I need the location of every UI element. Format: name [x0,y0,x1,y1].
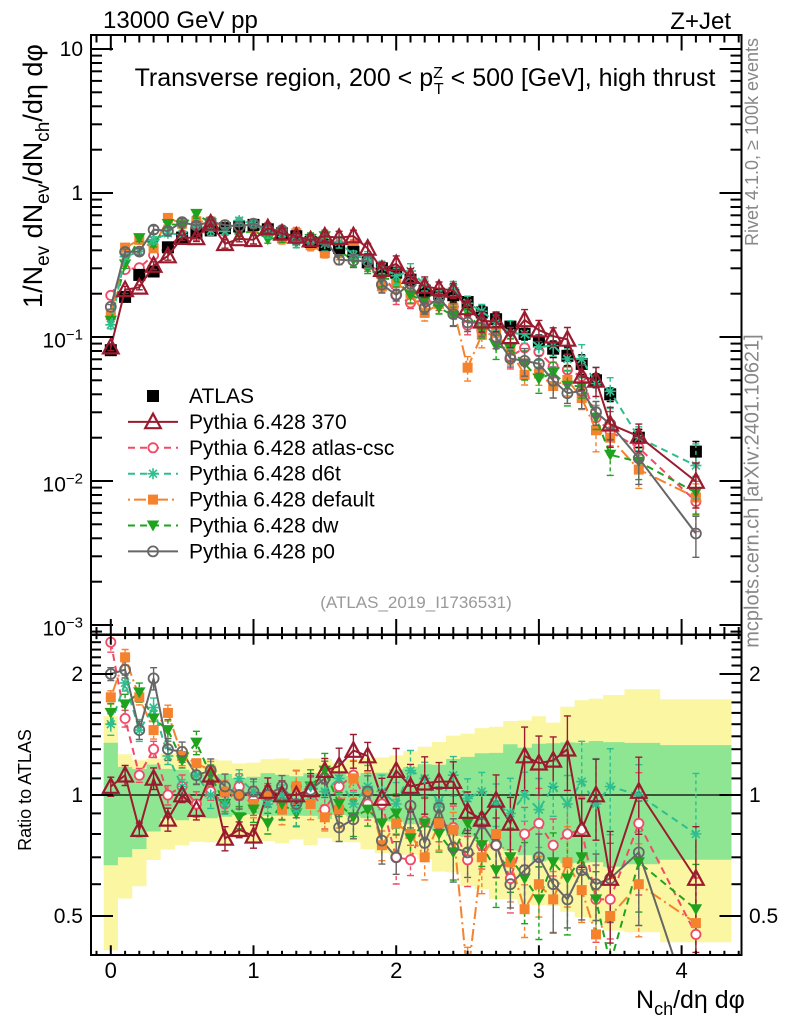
svg-text:2: 2 [71,663,83,686]
svg-text:Pythia 6.428 default: Pythia 6.428 default [189,489,375,512]
svg-text:1: 1 [749,784,761,807]
svg-text:Rivet 4.1.0, ≥ 100k events: Rivet 4.1.0, ≥ 100k events [742,38,762,246]
svg-text:(ATLAS_2019_I1736531): (ATLAS_2019_I1736531) [320,593,512,612]
svg-text:4: 4 [675,958,687,983]
svg-text:2: 2 [390,958,402,983]
svg-text:1: 1 [71,182,83,205]
svg-text:Pythia 6.428 370: Pythia 6.428 370 [189,411,347,434]
svg-text:13000 GeV pp: 13000 GeV pp [103,7,258,34]
svg-text:Pythia 6.428 dw: Pythia 6.428 dw [189,515,339,538]
svg-text:ATLAS: ATLAS [189,385,254,408]
svg-text:0: 0 [105,958,117,983]
svg-text:1: 1 [71,784,83,807]
svg-text:0.5: 0.5 [54,905,83,928]
svg-text:2: 2 [749,663,761,686]
svg-text:10−3: 10−3 [43,615,83,641]
svg-text:1: 1 [247,958,259,983]
svg-text:Pythia 6.428 p0: Pythia 6.428 p0 [189,540,335,563]
svg-text:Pythia 6.428 d6t: Pythia 6.428 d6t [189,463,341,486]
svg-text:Pythia 6.428 atlas-csc: Pythia 6.428 atlas-csc [189,437,394,460]
svg-text:10−1: 10−1 [43,327,83,353]
svg-text:10−2: 10−2 [43,471,83,497]
svg-text:mcplots.cern.ch [arXiv:2401.10: mcplots.cern.ch [arXiv:2401.10621] [742,334,764,648]
svg-text:Z+Jet: Z+Jet [670,8,731,35]
svg-text:0.5: 0.5 [749,905,778,928]
svg-text:3: 3 [533,958,545,983]
svg-text:Ratio to ATLAS: Ratio to ATLAS [15,729,35,851]
svg-text:10: 10 [60,38,83,61]
